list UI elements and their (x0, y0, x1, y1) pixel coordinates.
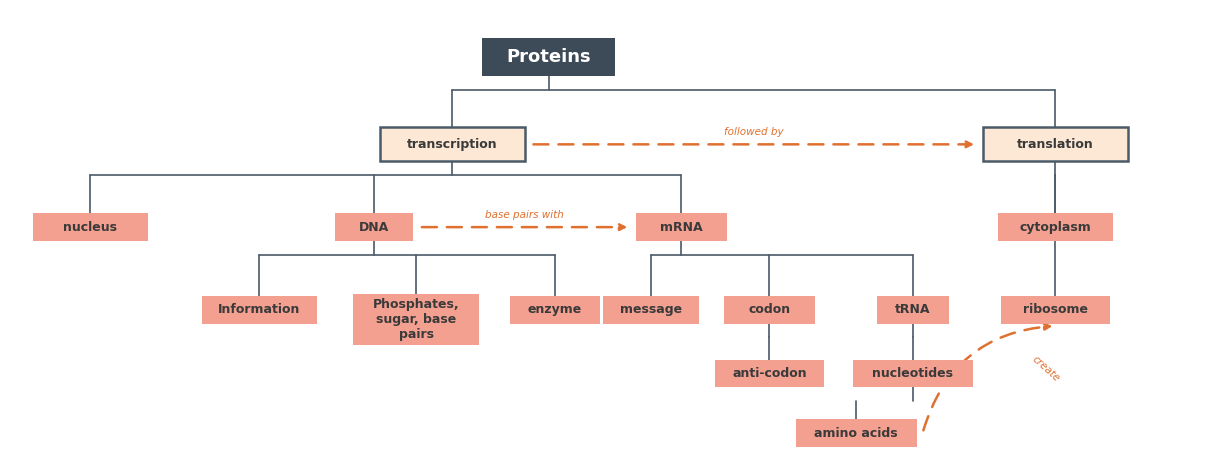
Text: codon: codon (749, 304, 790, 317)
FancyBboxPatch shape (334, 213, 412, 241)
FancyBboxPatch shape (34, 213, 147, 241)
Text: transcription: transcription (406, 138, 498, 151)
FancyBboxPatch shape (637, 213, 726, 241)
FancyBboxPatch shape (352, 294, 479, 345)
FancyBboxPatch shape (380, 127, 525, 161)
Text: followed by: followed by (724, 127, 784, 137)
Text: DNA: DNA (358, 220, 390, 234)
Text: enzyme: enzyme (528, 304, 581, 317)
FancyBboxPatch shape (724, 296, 815, 324)
Text: ribosome: ribosome (1023, 304, 1088, 317)
FancyBboxPatch shape (999, 213, 1113, 241)
FancyBboxPatch shape (796, 419, 917, 447)
Text: cytoplasm: cytoplasm (1019, 220, 1091, 234)
Text: nucleus: nucleus (64, 220, 117, 234)
FancyBboxPatch shape (853, 360, 973, 388)
Text: Information: Information (218, 304, 300, 317)
FancyBboxPatch shape (201, 296, 316, 324)
FancyBboxPatch shape (983, 127, 1128, 161)
Text: Proteins: Proteins (507, 48, 591, 66)
FancyBboxPatch shape (1001, 296, 1110, 324)
Text: base pairs with: base pairs with (485, 210, 564, 220)
FancyBboxPatch shape (715, 360, 824, 388)
FancyBboxPatch shape (877, 296, 949, 324)
FancyBboxPatch shape (510, 296, 601, 324)
Text: anti-codon: anti-codon (732, 367, 807, 380)
Text: message: message (620, 304, 683, 317)
Text: Phosphates,
sugar, base
pairs: Phosphates, sugar, base pairs (373, 298, 459, 341)
Text: tRNA: tRNA (895, 304, 931, 317)
Text: nucleotides: nucleotides (872, 367, 954, 380)
Text: create: create (1030, 354, 1061, 384)
FancyBboxPatch shape (603, 296, 699, 324)
Text: mRNA: mRNA (660, 220, 703, 234)
Text: translation: translation (1017, 138, 1094, 151)
Text: amino acids: amino acids (814, 426, 898, 439)
FancyBboxPatch shape (482, 38, 615, 77)
